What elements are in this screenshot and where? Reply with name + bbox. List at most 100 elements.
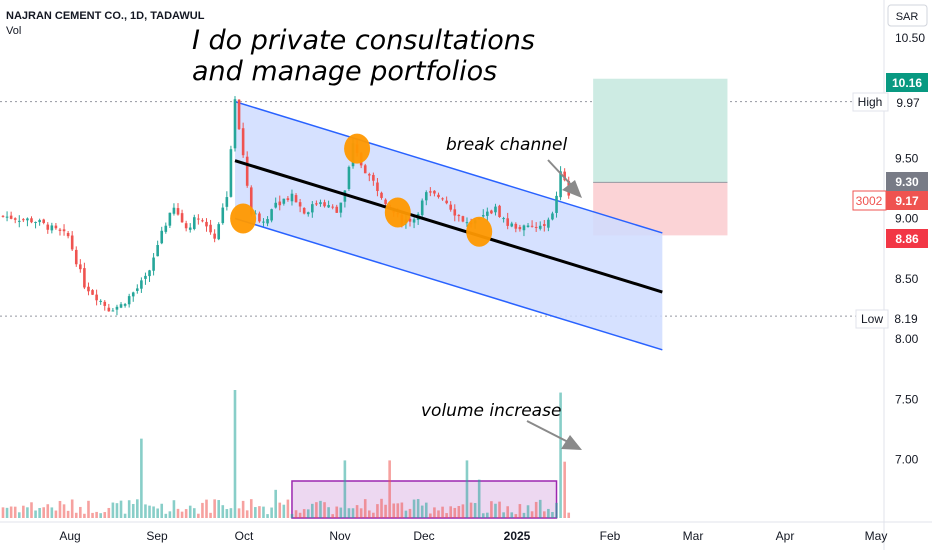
volume-increase-label[interactable]: volume increase bbox=[421, 401, 561, 421]
candle-body bbox=[123, 304, 127, 306]
y-tick-label: 7.00 bbox=[895, 453, 919, 467]
candle-body bbox=[13, 218, 17, 220]
channel-lower-line[interactable] bbox=[234, 217, 663, 351]
volume-bar bbox=[534, 501, 538, 518]
volume-bar bbox=[34, 510, 37, 518]
price-axis-ticks: 10.50 9.50 9.00 8.50 8.00 7.50 7.00 bbox=[895, 31, 925, 467]
volume-bar bbox=[229, 508, 233, 518]
volume-bar bbox=[355, 505, 359, 518]
target-price-tag bbox=[886, 73, 928, 92]
volume-bar bbox=[445, 513, 448, 518]
candle-body bbox=[5, 216, 9, 218]
volume-bar bbox=[26, 507, 29, 518]
volume-bar bbox=[254, 507, 257, 518]
volume-bar bbox=[74, 512, 78, 518]
candle-body bbox=[490, 210, 493, 214]
volume-bar bbox=[363, 499, 367, 518]
target-zone[interactable] bbox=[593, 78, 728, 183]
candle-body bbox=[136, 288, 139, 291]
highlight-circle[interactable] bbox=[344, 133, 371, 164]
candle-body bbox=[563, 171, 566, 181]
highlight-circles[interactable] bbox=[230, 133, 493, 247]
volume-bar bbox=[396, 503, 400, 518]
headline-line1[interactable]: I do private consultations bbox=[192, 25, 535, 56]
candle-body bbox=[188, 227, 192, 230]
volume-bar bbox=[152, 506, 155, 518]
x-tick-label: Nov bbox=[329, 529, 350, 543]
symbol-title[interactable]: NAJRAN CEMENT CO., 1D, TADAWUL bbox=[6, 10, 205, 22]
candle-body bbox=[282, 198, 286, 204]
x-tick-label: Mar bbox=[683, 529, 704, 543]
low-tag-label: Low bbox=[861, 312, 883, 326]
volume-bar bbox=[144, 504, 147, 518]
volume-bar bbox=[567, 512, 571, 518]
volume-bar bbox=[127, 500, 131, 518]
volume-bar bbox=[286, 499, 290, 518]
candle-body bbox=[119, 304, 123, 308]
y-tick-label: 9.50 bbox=[895, 151, 919, 165]
candle-body bbox=[408, 218, 412, 222]
volume-bar bbox=[420, 505, 424, 518]
volume-bar bbox=[506, 506, 509, 518]
currency-button[interactable] bbox=[887, 4, 928, 27]
volume-bar bbox=[62, 504, 66, 518]
volume-bar bbox=[538, 499, 542, 518]
headline-line2[interactable]: and manage portfolios bbox=[192, 56, 497, 87]
volume-bar bbox=[91, 512, 94, 518]
candle-body bbox=[38, 220, 41, 223]
volume-bar bbox=[180, 511, 184, 518]
candle-body bbox=[486, 211, 489, 216]
candle-body bbox=[168, 212, 172, 226]
candle-body bbox=[376, 182, 379, 192]
volume-bar bbox=[457, 506, 461, 518]
last-close-tag bbox=[886, 191, 928, 210]
volume-bar bbox=[302, 509, 306, 518]
candle-body bbox=[221, 207, 225, 224]
break-channel-label[interactable]: break channel bbox=[446, 135, 567, 155]
candle-body bbox=[306, 212, 310, 215]
candle-body bbox=[433, 190, 436, 194]
volume-bar bbox=[453, 507, 457, 518]
arrow-volume-increase[interactable] bbox=[526, 420, 582, 450]
high-tag: High bbox=[852, 92, 889, 112]
candle-body bbox=[481, 215, 485, 217]
highlight-circle[interactable] bbox=[230, 203, 257, 234]
candle-body bbox=[70, 235, 74, 250]
volume-bar bbox=[347, 508, 351, 518]
candle-body bbox=[156, 245, 159, 257]
volume-highlight-box[interactable] bbox=[291, 480, 558, 519]
candle-body bbox=[323, 202, 326, 207]
volume-bar bbox=[441, 506, 444, 518]
volume-bar bbox=[518, 504, 522, 518]
volume-bar bbox=[477, 479, 481, 518]
candle-body bbox=[144, 275, 147, 279]
volume-bar bbox=[95, 511, 98, 518]
last-close-value: 9.17 bbox=[895, 194, 919, 208]
candle-body bbox=[17, 220, 21, 222]
candle-body bbox=[9, 215, 13, 219]
arrow-break-channel[interactable] bbox=[547, 159, 582, 198]
high-tag-value: 9.97 bbox=[896, 96, 920, 110]
volume-bar bbox=[58, 500, 62, 518]
candle-body bbox=[201, 220, 204, 222]
candle-body bbox=[347, 166, 351, 189]
candle-body bbox=[164, 225, 168, 232]
candle-body bbox=[290, 193, 294, 202]
candle-body bbox=[534, 226, 538, 228]
highlight-circle[interactable] bbox=[466, 216, 493, 247]
x-tick-label: May bbox=[865, 529, 888, 543]
candle-body bbox=[319, 202, 322, 205]
candle-body bbox=[449, 204, 452, 210]
highlight-circle[interactable] bbox=[384, 197, 411, 228]
current-price-value: 9.30 bbox=[895, 175, 919, 189]
volume-bar bbox=[22, 505, 25, 518]
channel-midline[interactable] bbox=[234, 159, 663, 294]
volume-bar bbox=[148, 505, 151, 518]
volume-bar bbox=[241, 500, 245, 518]
volume-bar bbox=[70, 499, 74, 518]
candle-body bbox=[372, 174, 375, 181]
channel-upper-line[interactable] bbox=[234, 100, 663, 234]
candle-body bbox=[559, 171, 562, 198]
